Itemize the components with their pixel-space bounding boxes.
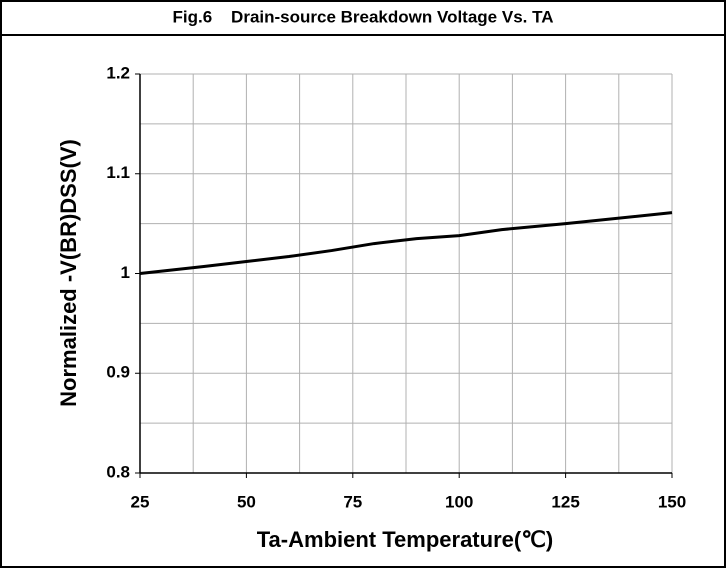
x-tick-label: 50 [237, 492, 256, 511]
x-tick-label: 150 [658, 492, 686, 511]
y-tick-label: 0.8 [106, 462, 130, 481]
y-axis-label: Normalized -V(BR)DSS(V) [56, 139, 81, 407]
y-tick-label: 1 [121, 263, 130, 282]
x-tick-label: 125 [551, 492, 579, 511]
chart-title: Fig.6 Drain-source Breakdown Voltage Vs.… [172, 7, 553, 26]
y-tick-label: 0.9 [106, 363, 130, 382]
x-tick-label: 100 [445, 492, 473, 511]
y-tick-label: 1.1 [106, 163, 130, 182]
x-tick-label: 25 [131, 492, 150, 511]
y-tick-label: 1.2 [106, 63, 130, 82]
x-tick-label: 75 [343, 492, 362, 511]
x-axis-label: Ta-Ambient Temperature(℃) [257, 527, 553, 552]
data-line [139, 211, 673, 275]
